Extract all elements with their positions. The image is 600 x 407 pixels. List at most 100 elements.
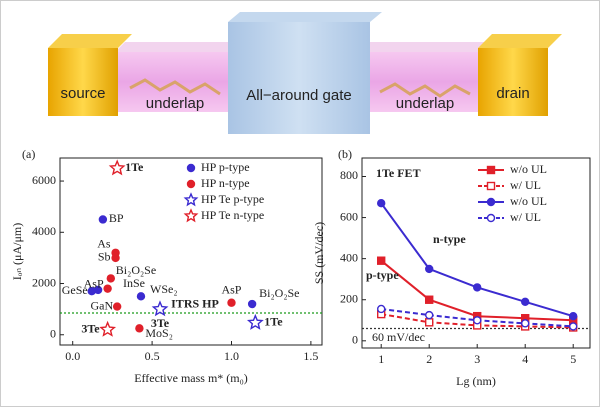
x-tick-label: 2 — [426, 352, 432, 366]
legend-label: HP Te p-type — [201, 192, 264, 206]
circle-marker — [247, 299, 257, 309]
underlap-label: underlap — [146, 95, 204, 112]
y-tick-label: 400 — [340, 250, 358, 264]
circle-marker — [112, 302, 122, 311]
legend-label: w/ UL — [510, 210, 541, 224]
circle-marker — [569, 311, 578, 321]
circle-marker — [93, 285, 103, 295]
star-marker — [99, 320, 117, 337]
y-tick-label: 200 — [340, 291, 358, 305]
plot-frame — [59, 157, 323, 346]
circle-marker — [425, 264, 434, 274]
square-marker — [425, 295, 434, 304]
circle-marker — [473, 283, 482, 292]
star-marker — [183, 192, 199, 207]
circle-marker — [486, 197, 496, 207]
point-label: 1Te — [264, 314, 283, 328]
annotation: p-type — [366, 268, 399, 282]
drain-block — [478, 48, 548, 116]
circle-marker — [186, 163, 196, 173]
legend-label: HP p-type — [201, 160, 250, 174]
source-block — [48, 48, 118, 116]
y-axis-label: Iₒₙ (μA/μm) — [10, 223, 24, 280]
chart-title: 1Te FET — [376, 166, 421, 180]
point-label: BP — [109, 211, 124, 225]
star-marker — [151, 300, 169, 317]
circle-marker — [425, 310, 434, 320]
legend-label: w/o UL — [510, 162, 547, 176]
y-tick-label: 4000 — [32, 224, 56, 238]
drain-top — [478, 34, 562, 48]
x-tick-label: 0.0 — [65, 349, 80, 363]
circle-marker — [569, 322, 578, 331]
panel-label: (a) — [22, 147, 35, 161]
square-marker — [486, 165, 496, 175]
square-marker — [486, 181, 496, 191]
point-label: GeSe — [62, 283, 88, 297]
x-axis-label: Lg (nm) — [456, 374, 496, 388]
point-label: AsP — [221, 282, 241, 296]
point-label: Sb — [98, 250, 111, 264]
x-axis-label: Effective mass m* (m₀) — [134, 371, 248, 385]
square-marker — [425, 318, 434, 327]
atoms — [379, 82, 471, 98]
circle-marker — [135, 324, 144, 333]
annotation: n-type — [433, 232, 466, 246]
square-marker — [377, 256, 386, 265]
point-label: MoS₂ — [145, 326, 173, 340]
gate-block — [228, 22, 370, 134]
point-label: Bi₂O₂Se — [259, 286, 299, 300]
circle-marker — [186, 179, 196, 189]
star-marker — [108, 159, 126, 176]
y-axis-label: SS (mV/dec) — [312, 222, 326, 284]
annotation: WSe₂ — [150, 282, 178, 296]
drain-label: drain — [496, 85, 529, 102]
circle-marker — [98, 215, 108, 224]
gate-label: All−around gate — [246, 87, 352, 104]
series-line — [380, 202, 574, 318]
legend-label: HP n-type — [201, 176, 250, 190]
y-tick-label: 6000 — [32, 173, 56, 187]
y-tick-label: 2000 — [32, 275, 56, 289]
x-tick-label: 4 — [522, 352, 528, 366]
x-tick-label: 1.0 — [224, 349, 239, 363]
point-label: 1Te — [125, 160, 144, 174]
circle-marker — [377, 198, 386, 208]
reference-label: ITRS HP — [171, 297, 219, 311]
star-marker — [246, 313, 264, 330]
point-label: Bi₂O₂Se — [116, 263, 156, 277]
underlap-label: underlap — [396, 95, 454, 112]
legend-label: w/o UL — [510, 194, 547, 208]
x-tick-label: 5 — [570, 352, 576, 366]
y-tick-label: 0 — [50, 327, 56, 341]
x-tick-label: 1 — [378, 352, 384, 366]
circle-marker — [486, 213, 496, 223]
circle-marker — [227, 298, 236, 307]
legend-label: HP Te n-type — [201, 208, 264, 222]
circle-marker — [111, 253, 120, 263]
star-marker — [183, 208, 199, 223]
y-tick-label: 0 — [352, 333, 358, 347]
source-top — [48, 34, 132, 48]
x-tick-label: 1.5 — [303, 349, 318, 363]
point-label: GaN — [90, 298, 113, 312]
point-label: As — [97, 237, 111, 251]
circle-marker — [377, 304, 386, 314]
reference-label: 60 mV/dec — [372, 330, 425, 344]
circle-marker — [473, 316, 482, 325]
circle-marker — [521, 319, 530, 328]
x-tick-label: 0.5 — [145, 349, 160, 363]
y-tick-label: 600 — [340, 209, 358, 223]
source-label: source — [60, 85, 105, 102]
y-tick-label: 800 — [340, 168, 358, 182]
gate-top — [228, 12, 382, 22]
panel-label: (b) — [338, 147, 352, 161]
point-label: AsP — [84, 276, 104, 290]
circle-marker — [103, 284, 112, 293]
x-tick-label: 3 — [474, 352, 480, 366]
circle-marker — [521, 297, 530, 306]
device-schematic: source underlap All−around gate underlap… — [48, 12, 562, 134]
point-label: InSe — [123, 276, 145, 290]
legend-label: w/ UL — [510, 178, 541, 192]
